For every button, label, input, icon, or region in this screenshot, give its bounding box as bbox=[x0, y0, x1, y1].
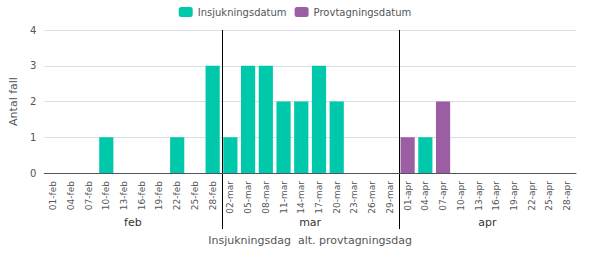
svg-text:Insjukningsdag alt. provtagni: Insjukningsdag alt. provtagningsdag bbox=[208, 234, 412, 247]
svg-text:26-mar: 26-mar bbox=[367, 181, 377, 214]
svg-text:04-feb: 04-feb bbox=[66, 181, 76, 210]
svg-text:07-apr: 07-apr bbox=[438, 181, 448, 211]
svg-text:13-apr: 13-apr bbox=[474, 181, 484, 211]
svg-text:28-feb: 28-feb bbox=[208, 181, 218, 210]
svg-text:25-apr: 25-apr bbox=[544, 181, 554, 211]
svg-text:0: 0 bbox=[30, 168, 36, 179]
svg-text:apr: apr bbox=[478, 216, 497, 229]
svg-text:13-feb: 13-feb bbox=[119, 181, 129, 210]
svg-text:19-feb: 19-feb bbox=[154, 181, 164, 210]
svg-text:11-mar: 11-mar bbox=[279, 181, 289, 214]
svg-text:2: 2 bbox=[30, 96, 36, 107]
svg-text:25-feb: 25-feb bbox=[190, 181, 200, 210]
svg-text:10-apr: 10-apr bbox=[456, 181, 466, 211]
svg-text:mar: mar bbox=[299, 216, 321, 229]
svg-text:Provtagningsdatum: Provtagningsdatum bbox=[314, 7, 412, 18]
svg-text:4: 4 bbox=[30, 25, 36, 36]
svg-text:22-feb: 22-feb bbox=[172, 181, 182, 210]
svg-text:07-feb: 07-feb bbox=[84, 181, 94, 210]
svg-text:10-feb: 10-feb bbox=[101, 181, 111, 210]
svg-text:29-mar: 29-mar bbox=[385, 181, 395, 214]
svg-text:22-apr: 22-apr bbox=[527, 181, 537, 211]
svg-text:20-mar: 20-mar bbox=[332, 181, 342, 214]
svg-text:01-feb: 01-feb bbox=[48, 181, 58, 210]
svg-text:02-mar: 02-mar bbox=[225, 181, 235, 214]
svg-text:feb: feb bbox=[124, 216, 142, 229]
svg-text:1: 1 bbox=[30, 132, 36, 143]
svg-text:Antal fall: Antal fall bbox=[7, 77, 20, 126]
svg-text:14-mar: 14-mar bbox=[296, 181, 306, 214]
svg-text:23-mar: 23-mar bbox=[349, 181, 359, 214]
svg-text:16-apr: 16-apr bbox=[491, 181, 501, 211]
svg-text:16-feb: 16-feb bbox=[137, 181, 147, 210]
svg-text:04-apr: 04-apr bbox=[420, 181, 430, 211]
svg-text:05-mar: 05-mar bbox=[243, 181, 253, 214]
svg-text:Insjukningsdatum: Insjukningsdatum bbox=[198, 7, 287, 18]
svg-text:17-mar: 17-mar bbox=[314, 181, 324, 214]
svg-text:3: 3 bbox=[30, 60, 36, 71]
svg-text:19-apr: 19-apr bbox=[509, 181, 519, 211]
svg-text:28-apr: 28-apr bbox=[562, 181, 572, 211]
svg-text:01-apr: 01-apr bbox=[403, 181, 413, 211]
svg-text:08-mar: 08-mar bbox=[261, 181, 271, 214]
